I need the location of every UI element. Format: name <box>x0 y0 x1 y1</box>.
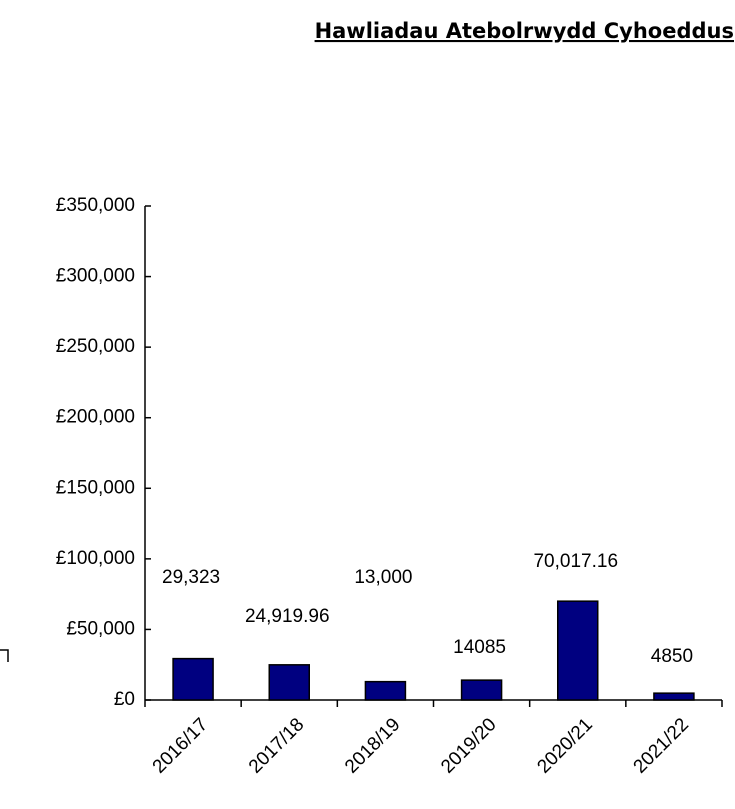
y-tick-label: £150,000 <box>56 477 135 498</box>
data-label: 4850 <box>651 646 693 667</box>
y-tick-label: £100,000 <box>56 548 135 569</box>
y-tick-label: £300,000 <box>56 266 135 287</box>
y-tick-label: £350,000 <box>56 195 135 216</box>
data-label: 24,919.96 <box>245 606 330 627</box>
data-label: 13,000 <box>354 567 412 588</box>
fragment <box>0 649 9 662</box>
y-tick-label: £50,000 <box>66 618 135 639</box>
x-tick-label: 2017/18 <box>245 714 308 777</box>
y-tick-label: £250,000 <box>56 336 135 357</box>
x-tick-label: 2020/21 <box>533 714 596 777</box>
x-tick-label: 2018/19 <box>341 714 404 777</box>
chart-title: Hawliadau Atebolrwydd Cyhoeddus <box>315 19 734 43</box>
bar <box>364 680 407 701</box>
bar <box>172 657 214 701</box>
data-label: 70,017.16 <box>533 551 618 572</box>
bar <box>460 679 503 701</box>
bar <box>557 600 599 701</box>
bar <box>653 692 695 701</box>
y-tick-label: £200,000 <box>56 407 135 428</box>
y-tick-label: £0 <box>114 689 135 710</box>
data-label: 29,323 <box>162 567 220 588</box>
x-tick-label: 2016/17 <box>149 714 212 777</box>
x-tick-label: 2019/20 <box>437 714 500 777</box>
x-tick-label: 2021/22 <box>630 714 693 777</box>
data-label: 14085 <box>453 637 506 658</box>
bar <box>268 664 310 701</box>
